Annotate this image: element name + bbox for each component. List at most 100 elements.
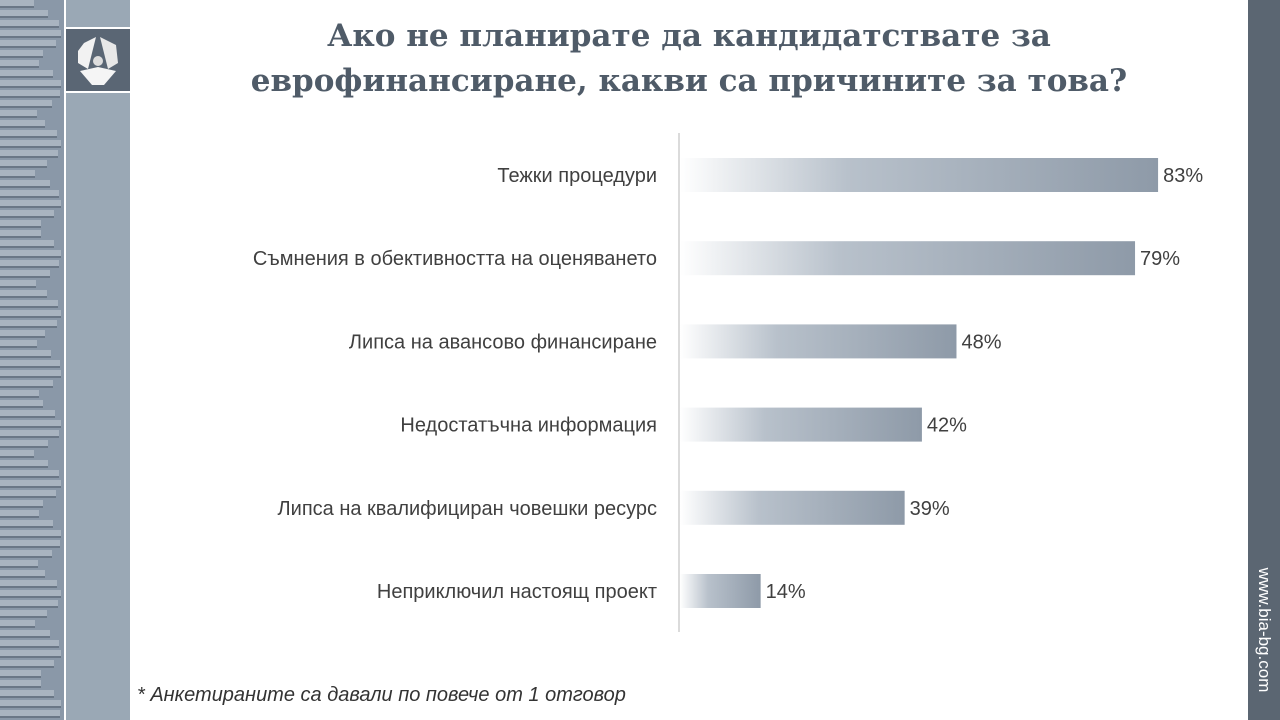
stripe <box>0 570 45 578</box>
stripe <box>0 230 41 238</box>
stripe <box>0 180 50 188</box>
stripe <box>0 500 43 508</box>
stripe <box>0 520 53 528</box>
stripe <box>0 260 59 268</box>
stripe <box>0 540 60 548</box>
category-label: Недостатъчна информация <box>400 415 657 437</box>
stripe <box>0 210 54 218</box>
stripe <box>0 160 47 168</box>
value-label: 39% <box>910 498 950 520</box>
value-label: 83% <box>1163 165 1203 187</box>
stripe <box>0 560 38 568</box>
category-label: Липса на авансово финансиране <box>349 331 657 353</box>
stripe <box>0 410 55 418</box>
stripe <box>0 20 59 28</box>
stripe <box>0 620 35 628</box>
stripe <box>0 550 52 558</box>
stripe <box>0 270 50 278</box>
stripe <box>0 630 50 638</box>
stripe <box>0 480 61 488</box>
stripe <box>0 590 61 598</box>
side-panel <box>66 0 130 720</box>
stripe <box>0 680 41 688</box>
stripe <box>0 530 61 538</box>
website-url: www.bia-bg.com <box>1255 567 1274 693</box>
stripe <box>0 320 57 328</box>
footnote: * Анкетираните са давали по повече от 1 … <box>137 684 626 706</box>
stripe <box>0 120 45 128</box>
bar <box>680 158 1159 192</box>
stripe <box>0 640 59 648</box>
stripe <box>0 250 61 258</box>
stripe <box>0 310 61 318</box>
stripe <box>0 140 61 148</box>
stripe <box>0 50 43 58</box>
stripe <box>0 690 54 698</box>
stripe <box>0 170 35 178</box>
stripe <box>0 580 57 588</box>
title-line-1: Ако не планирате да кандидатствате за <box>327 18 1051 54</box>
stripe <box>0 110 37 118</box>
stripe <box>0 670 41 678</box>
stripe <box>0 430 59 438</box>
category-label: Липса на квалифициран човешки ресурс <box>278 498 657 520</box>
value-label: 14% <box>766 581 806 603</box>
stripe <box>0 700 61 708</box>
stripe <box>0 450 34 458</box>
category-label: Тежки процедури <box>497 165 657 187</box>
category-label: Неприключил настоящ проект <box>377 581 657 603</box>
bar <box>680 241 1136 276</box>
value-label: 48% <box>961 331 1001 353</box>
stripe <box>0 70 53 78</box>
stripe <box>0 390 39 398</box>
bar-chart: Тежки процедури 83% Съмнения в обективност… <box>253 133 1203 632</box>
stripe <box>0 0 34 8</box>
stripe <box>0 100 52 108</box>
stripe <box>0 330 45 338</box>
stripe <box>0 200 61 208</box>
stripe <box>0 190 59 198</box>
bar <box>680 574 761 608</box>
stripe <box>0 40 56 48</box>
bar <box>680 490 905 525</box>
stripe <box>0 650 61 658</box>
stripe <box>0 490 56 498</box>
bar <box>680 324 957 359</box>
stripe <box>0 710 60 718</box>
stripe <box>0 360 60 368</box>
stripe <box>0 280 36 288</box>
slide-title: Ако не планирате да кандидатствате за ев… <box>130 14 1248 104</box>
stripe <box>0 240 54 248</box>
stripe <box>0 510 39 518</box>
stripe <box>0 400 43 408</box>
stripe <box>0 380 53 388</box>
stripe <box>0 220 41 228</box>
value-label: 42% <box>927 415 967 437</box>
stripe <box>0 600 58 608</box>
stripe <box>0 350 51 358</box>
divider <box>64 0 66 720</box>
stripe <box>0 30 61 38</box>
value-label: 79% <box>1140 248 1180 270</box>
category-label: Съмнения в обективността на оценяването <box>253 248 657 270</box>
stripe <box>0 610 47 618</box>
title-line-2: еврофинансиране, какви са причините за т… <box>250 63 1128 99</box>
stripe <box>0 470 59 478</box>
stripe <box>0 150 58 158</box>
stripe <box>0 60 39 68</box>
stripe <box>0 130 57 138</box>
decorative-stripes <box>0 0 64 720</box>
stripe <box>0 460 48 468</box>
logo-icon <box>66 27 130 93</box>
stripe <box>0 370 61 378</box>
bar <box>680 407 922 442</box>
stripe <box>0 80 61 88</box>
stripe <box>0 660 54 668</box>
stripe <box>0 10 48 18</box>
stripe <box>0 90 60 98</box>
stripe <box>0 340 37 348</box>
stripe <box>0 440 48 448</box>
stripe <box>0 300 58 308</box>
stripe <box>0 290 47 298</box>
stripe <box>0 420 61 428</box>
